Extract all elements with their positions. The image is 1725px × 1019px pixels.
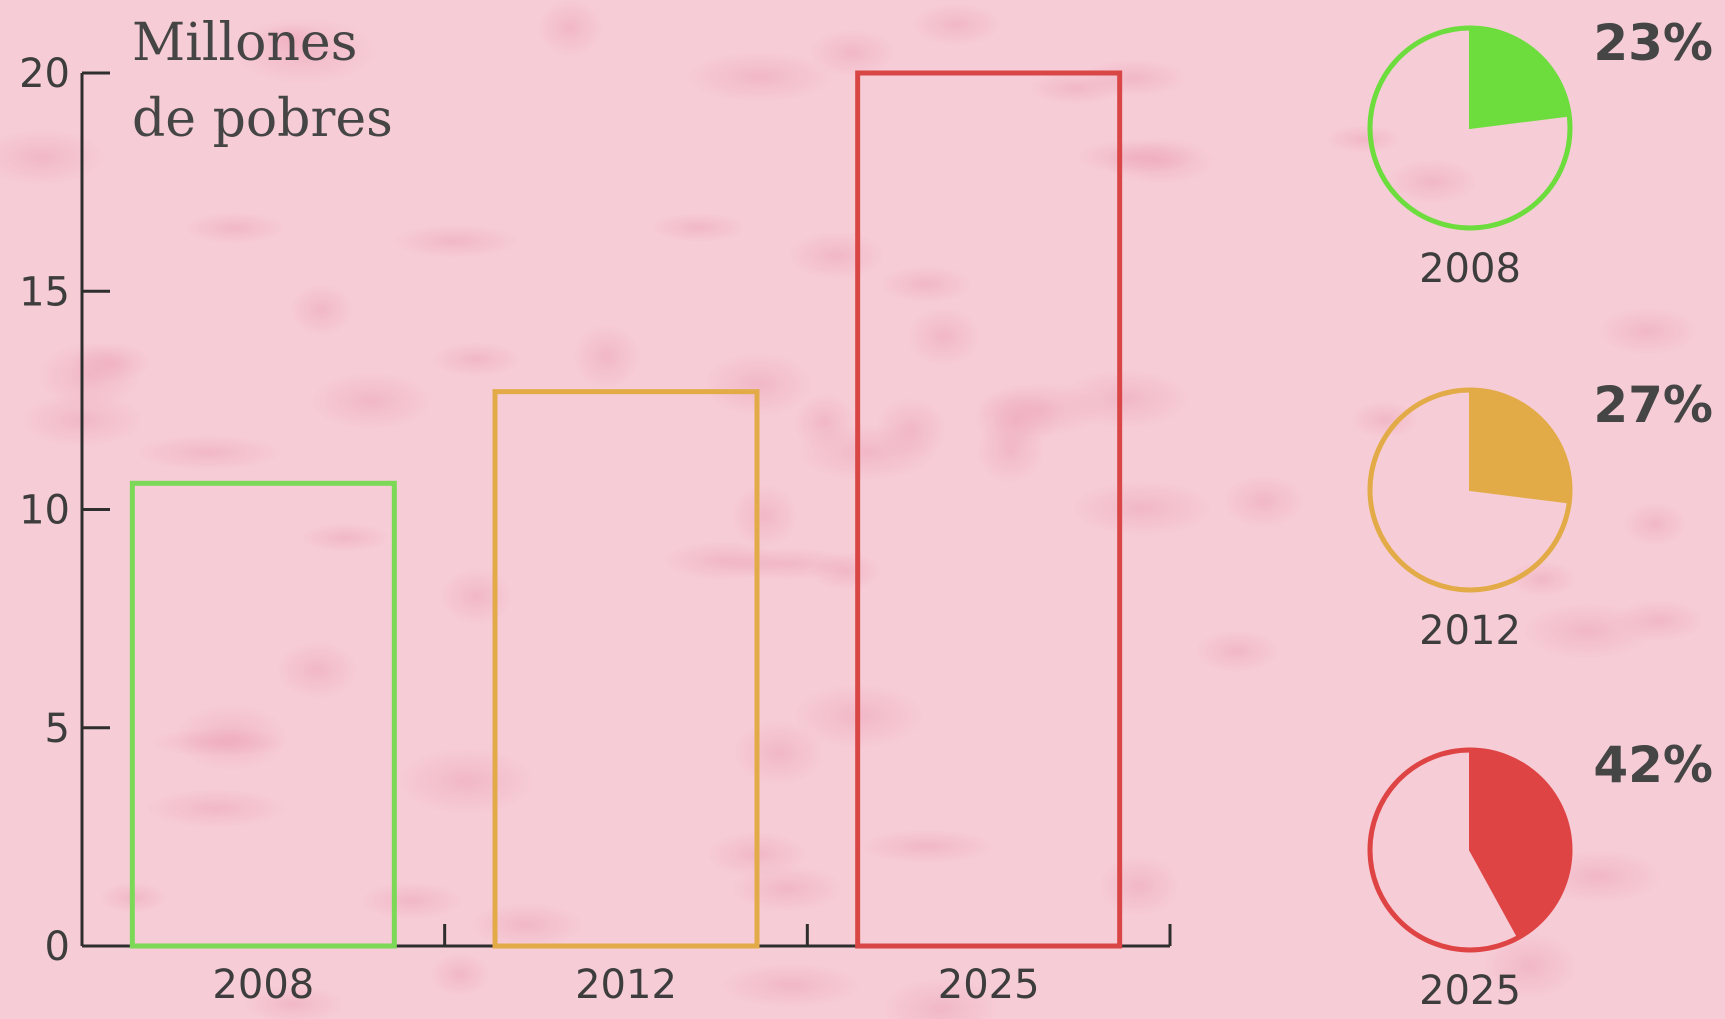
texture-blotch xyxy=(1028,71,1125,105)
texture-blotch xyxy=(809,29,895,77)
pie-2012: 2012 27% xyxy=(1367,376,1713,654)
pie-year-label: 2025 xyxy=(1419,968,1521,1014)
pie-year-label: 2012 xyxy=(1419,608,1521,654)
texture-blotch xyxy=(703,352,813,417)
pie-year-label: 2008 xyxy=(1419,246,1521,292)
texture-blotch xyxy=(145,789,287,828)
texture-blotch xyxy=(858,829,995,864)
texture-blotch xyxy=(290,283,353,336)
chart-title-line-1: Millones xyxy=(132,13,357,73)
texture-blotch xyxy=(1076,139,1197,175)
texture-blotch xyxy=(685,51,834,102)
texture-blotch xyxy=(1482,933,1578,999)
chart-title-line-2: de pobres xyxy=(132,89,393,149)
bar-2012 xyxy=(492,389,760,949)
y-tick-label: 0 xyxy=(45,924,70,970)
texture-blotch xyxy=(174,704,288,771)
pie-2008: 2008 23% xyxy=(1367,14,1713,292)
texture-blotch xyxy=(257,23,325,53)
texture-blotch xyxy=(301,523,390,553)
texture-blotch xyxy=(1194,630,1279,673)
texture-blotch xyxy=(1350,401,1419,439)
texture-blotch xyxy=(184,212,285,244)
texture-blotch xyxy=(881,978,999,1019)
texture-blotch xyxy=(1613,600,1704,642)
texture-blotch xyxy=(1098,855,1180,917)
y-tick-label: 5 xyxy=(45,706,70,752)
bar-2025 xyxy=(855,70,1123,949)
texture-blotch xyxy=(431,342,521,377)
texture-blotch xyxy=(537,0,603,57)
texture-blotch xyxy=(276,641,358,699)
texture-blotch xyxy=(716,547,858,581)
texture-blotch xyxy=(976,415,1045,484)
pie-slice xyxy=(1469,388,1571,504)
bar-marks: 2008 2012 2025 xyxy=(129,70,1123,1008)
y-tick-label: 15 xyxy=(19,269,70,315)
texture-blotch xyxy=(469,903,584,947)
texture-blotch xyxy=(796,424,936,481)
y-tick-label: 20 xyxy=(19,51,70,97)
texture-blotch xyxy=(1071,480,1213,536)
texture-blotch xyxy=(397,747,535,815)
texture-blotch xyxy=(1623,502,1687,546)
pie-charts: 2008 23% 2012 27% 2025 42% xyxy=(1367,14,1713,1014)
texture-blotch xyxy=(731,484,798,548)
bar-chart: Millones de pobres 0 5 10 15 20 2008 2012 2025 xyxy=(19,13,1172,1008)
texture-blotch xyxy=(650,212,747,243)
texture-blotch xyxy=(429,953,491,996)
texture-blotch xyxy=(1386,159,1478,205)
texture-blotch xyxy=(38,342,141,410)
texture-blotch xyxy=(0,129,104,186)
pie-slice xyxy=(1469,26,1571,130)
x-category-label: 2012 xyxy=(575,962,677,1008)
texture-blotch xyxy=(1061,369,1189,429)
texture-blotch xyxy=(1598,307,1698,355)
x-category-label: 2025 xyxy=(938,962,1040,1008)
x-category-label: 2008 xyxy=(212,962,314,1008)
pie-slice xyxy=(1469,748,1572,939)
texture-blotch xyxy=(912,3,1002,46)
texture-blotch xyxy=(788,231,885,280)
pie-percent-label: 42% xyxy=(1593,736,1713,794)
texture-blotch xyxy=(392,224,519,258)
texture-blotch xyxy=(243,985,344,1019)
pie-percent-label: 23% xyxy=(1593,14,1713,72)
y-tick-label: 10 xyxy=(19,488,70,534)
texture-blotch xyxy=(1223,474,1304,528)
texture-blotch xyxy=(360,882,463,920)
texture-blotch xyxy=(720,963,861,1008)
texture-blotch xyxy=(440,568,513,625)
texture-blotch xyxy=(135,434,282,471)
texture-blotch xyxy=(906,307,981,367)
bar-2008 xyxy=(129,480,397,949)
texture-blotch xyxy=(730,865,844,913)
pie-percent-label: 27% xyxy=(1593,376,1713,434)
texture-blotch xyxy=(1326,125,1402,154)
texture-blotch xyxy=(880,265,972,303)
bar-axes: 0 5 10 15 20 xyxy=(19,51,1172,970)
texture-blotch xyxy=(573,324,641,390)
pie-2025: 2025 42% xyxy=(1367,736,1713,1014)
texture-blotch xyxy=(310,372,432,430)
